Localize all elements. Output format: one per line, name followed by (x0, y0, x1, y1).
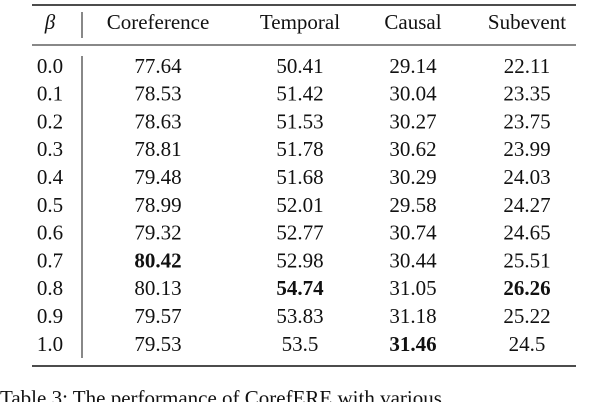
cell: 80.42 (134, 248, 181, 272)
header-cell: Coreference (107, 10, 210, 34)
caption: Table 3: The performance of CorefERE wit… (0, 386, 442, 402)
cell: 52.01 (276, 193, 323, 217)
row-label: 0.0 (37, 54, 63, 78)
cell: 79.57 (134, 304, 181, 328)
cell: 51.42 (276, 82, 323, 106)
row-label: 0.6 (37, 221, 63, 245)
cell: 30.27 (389, 109, 436, 133)
cell: 29.14 (389, 54, 437, 78)
header-cell: Subevent (488, 10, 566, 34)
header-cell: Temporal (260, 10, 340, 34)
cell: 31.46 (389, 332, 436, 356)
cell: 78.63 (134, 109, 181, 133)
cell: 25.51 (503, 248, 550, 272)
cell: 23.99 (503, 137, 550, 161)
row-label: 0.8 (37, 276, 63, 300)
row-label: 1.0 (37, 332, 63, 356)
cell: 53.5 (282, 332, 319, 356)
cell: 24.65 (503, 221, 550, 245)
cell: 52.98 (276, 248, 323, 272)
row-label: 0.9 (37, 304, 63, 328)
cell: 30.74 (389, 221, 437, 245)
header-cell: Causal (384, 10, 441, 34)
cell: 26.26 (503, 276, 550, 300)
cell: 30.04 (389, 82, 437, 106)
row-label: 0.5 (37, 193, 63, 217)
cell: 31.05 (389, 276, 436, 300)
cell: 51.78 (276, 137, 323, 161)
cell: 29.58 (389, 193, 436, 217)
cell: 52.77 (276, 221, 323, 245)
cell: 23.35 (503, 82, 550, 106)
row-label: 0.7 (37, 248, 63, 272)
cell: 30.29 (389, 165, 436, 189)
row-label: 0.1 (37, 82, 63, 106)
cell: 77.64 (134, 54, 182, 78)
cell: 80.13 (134, 276, 181, 300)
cell: 79.53 (134, 332, 181, 356)
cell: 78.81 (134, 137, 181, 161)
cell: 50.41 (276, 54, 323, 78)
cell: 24.03 (503, 165, 550, 189)
cell: 51.68 (276, 165, 323, 189)
cell: 79.32 (134, 221, 181, 245)
row-label: 0.2 (37, 109, 63, 133)
cell: 24.27 (503, 193, 550, 217)
cell: 54.74 (276, 276, 324, 300)
cell: 24.5 (509, 332, 546, 356)
cell: 31.18 (389, 304, 436, 328)
cell: 25.22 (503, 304, 550, 328)
cell: 53.83 (276, 304, 323, 328)
cell: 30.44 (389, 248, 437, 272)
cell: 79.48 (134, 165, 181, 189)
cell: 78.99 (134, 193, 181, 217)
cell: 30.62 (389, 137, 436, 161)
cell: 22.11 (504, 54, 550, 78)
header-cell: β (44, 10, 56, 34)
cell: 78.53 (134, 82, 181, 106)
row-label: 0.3 (37, 137, 63, 161)
row-label: 0.4 (37, 165, 64, 189)
cell: 51.53 (276, 109, 323, 133)
cell: 23.75 (503, 109, 550, 133)
